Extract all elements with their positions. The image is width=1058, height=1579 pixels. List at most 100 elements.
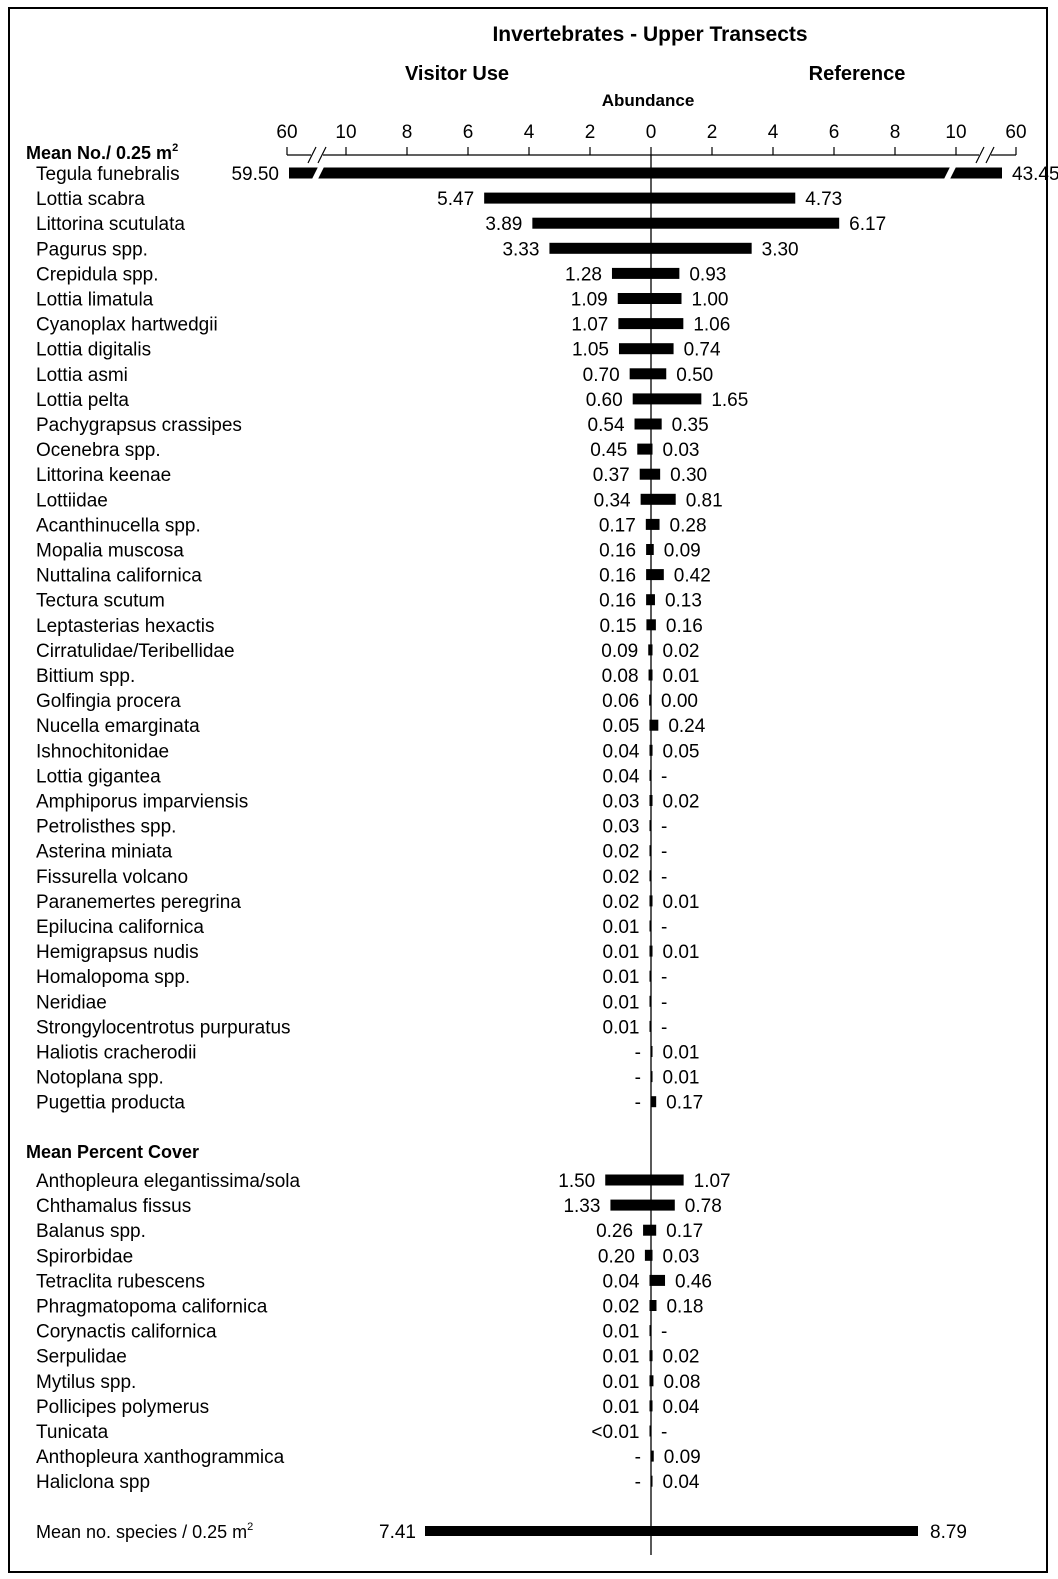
visitor-bar — [649, 920, 651, 932]
axis-label: Abundance — [602, 91, 695, 110]
reference-value-label: 0.93 — [689, 264, 726, 285]
species-name: Golfingia procera — [36, 691, 181, 712]
axis-tick-label: 10 — [945, 122, 966, 143]
chart-row: Cirratulidae/Teribellidae 0.09 0.02 — [36, 641, 699, 662]
chart-row: Lottiidae 0.34 0.81 — [36, 490, 723, 511]
chart-row: Mytilus spp. 0.01 0.08 — [36, 1372, 700, 1393]
chart-row: Mopalia muscosa 0.16 0.09 — [36, 541, 701, 562]
reference-bar — [651, 594, 655, 606]
visitor-value-label: 0.60 — [586, 390, 623, 411]
visitor-value-label: 0.37 — [593, 465, 630, 486]
chart-row: Strongylocentrotus purpuratus 0.01- — [36, 1017, 667, 1038]
species-name: Pachygrapsus crassipes — [36, 415, 242, 436]
chart-row: Pollicipes polymerus 0.01 0.04 — [36, 1397, 700, 1418]
visitor-bar — [610, 1199, 651, 1211]
species-name: Serpulidae — [36, 1347, 127, 1368]
reference-bar — [651, 1400, 653, 1412]
species-name: Lottia digitalis — [36, 340, 151, 361]
visitor-value-label: 0.01 — [603, 967, 640, 988]
reference-bar — [651, 795, 653, 806]
visitor-value-label: - — [635, 1043, 641, 1064]
visitor-value-label: 0.45 — [590, 440, 627, 461]
species-name: Haliclona spp — [36, 1472, 150, 1493]
species-name: Nucella emarginata — [36, 716, 200, 737]
reference-value-label: 0.03 — [663, 440, 700, 461]
reference-bar — [651, 895, 653, 907]
chart-row: Lottia gigantea 0.04- — [36, 766, 667, 787]
visitor-value-label: 0.01 — [603, 1017, 640, 1038]
visitor-value-label: 0.09 — [601, 641, 638, 662]
chart-row: Leptasterias hexactis 0.15 0.16 — [36, 616, 703, 637]
visitor-value-label: - — [635, 1093, 641, 1114]
visitor-bar — [649, 744, 651, 756]
reference-bar — [651, 293, 682, 304]
reference-bar — [651, 744, 653, 756]
axis-break-left — [307, 146, 317, 164]
species-name: Lottia scabra — [36, 189, 145, 210]
reference-bar — [651, 393, 702, 405]
species-name: Homalopoma spp. — [36, 967, 190, 988]
summary-name-main: Mean no. species / 0.25 m — [36, 1522, 247, 1542]
species-name: Acanthinucella spp. — [36, 515, 201, 536]
reference-value-label: 0.03 — [663, 1246, 700, 1267]
reference-value-label: 0.01 — [663, 942, 700, 963]
species-name: Littorina scutulata — [36, 214, 185, 235]
species-name: Anthopleura elegantissima/sola — [36, 1171, 300, 1192]
chart-row: Spirorbidae 0.20 0.03 — [36, 1246, 699, 1267]
reference-value-label: 0.16 — [666, 616, 703, 637]
species-name: Tectura scutum — [36, 591, 165, 612]
reference-bar — [651, 1071, 653, 1083]
reference-value-label: - — [661, 1422, 667, 1443]
species-name: Lottiidae — [36, 490, 108, 511]
species-name: Lottia pelta — [36, 390, 129, 411]
reference-bar — [651, 1300, 657, 1311]
reference-value-label: 1.65 — [711, 390, 748, 411]
species-name: Notoplana spp. — [36, 1068, 164, 1089]
reference-value-label: 1.06 — [693, 315, 730, 336]
reference-value-label: 6.17 — [849, 214, 886, 235]
section-title-mean-number: Mean No./ 0.25 m2 — [26, 142, 178, 163]
visitor-bar — [649, 1300, 651, 1311]
visitor-value-label: 0.03 — [603, 817, 640, 838]
reference-bar — [651, 318, 684, 330]
species-name: Bittium spp. — [36, 666, 135, 687]
visitor-value-label: 0.01 — [603, 1397, 640, 1418]
visitor-value-label: 0.01 — [603, 992, 640, 1013]
species-name: Balanus spp. — [36, 1221, 146, 1242]
species-name: Spirorbidae — [36, 1246, 133, 1267]
species-name: Anthopleura xanthogrammica — [36, 1447, 285, 1468]
visitor-value-label: 0.06 — [602, 691, 639, 712]
reference-bar — [651, 368, 667, 380]
species-name: Asterina miniata — [36, 842, 173, 863]
reference-value-label: 0.13 — [665, 591, 702, 612]
chart-row: Fissurella volcano 0.02- — [36, 867, 667, 888]
species-name: Petrolisthes spp. — [36, 817, 176, 838]
summary-row: Mean no. species / 0.25 m2 7.41 8.79 — [36, 1521, 967, 1543]
chart-row: Lottia limatula 1.09 1.00 — [36, 290, 728, 311]
species-name: Lottia asmi — [36, 365, 128, 386]
reference-value-label: 0.42 — [674, 566, 711, 587]
visitor-bar — [649, 1350, 651, 1362]
reference-bar — [651, 1475, 653, 1487]
reference-value-label: 1.07 — [694, 1171, 731, 1192]
species-name: Tetraclita rubescens — [36, 1271, 205, 1292]
reference-bar — [651, 518, 660, 530]
reference-value-label: - — [661, 967, 667, 988]
reference-value-label: 1.00 — [692, 290, 729, 311]
axis-tick-label: 2 — [707, 122, 718, 143]
visitor-bar — [646, 619, 651, 631]
reference-bar — [651, 167, 1002, 179]
axis-break-left-gap — [311, 146, 323, 164]
visitor-value-label: 59.50 — [231, 164, 279, 185]
species-name: Ishnochitonidae — [36, 741, 169, 762]
chart-row: Homalopoma spp. 0.01- — [36, 967, 667, 988]
chart-title: Invertebrates - Upper Transects — [492, 23, 807, 46]
chart-row: Lottia scabra 5.47 4.73 — [36, 189, 842, 210]
visitor-value-label: 0.01 — [603, 1347, 640, 1368]
reference-bar — [651, 945, 653, 957]
reference-value-label: 0.02 — [663, 1347, 700, 1368]
species-name: Phragmatopoma californica — [36, 1297, 268, 1318]
reference-value-label: 0.24 — [668, 716, 705, 737]
chart-row: Balanus spp. 0.26 0.17 — [36, 1221, 703, 1242]
visitor-value-label: 0.03 — [603, 792, 640, 813]
